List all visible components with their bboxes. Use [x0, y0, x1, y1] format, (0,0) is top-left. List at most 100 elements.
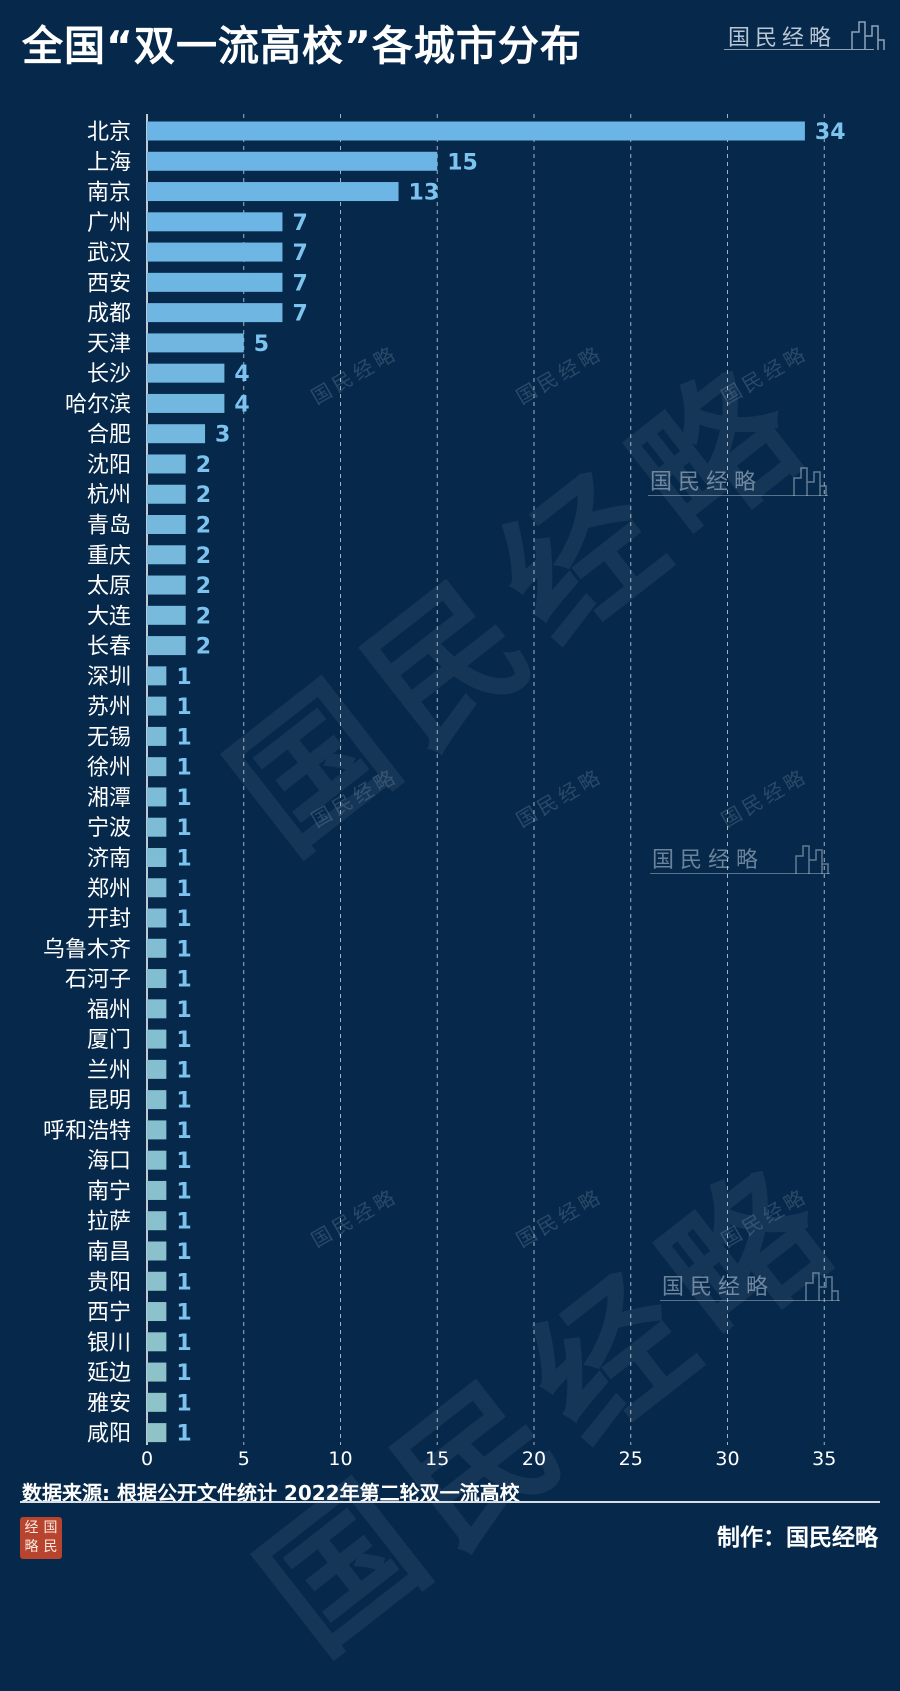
bar: [147, 242, 283, 262]
bar: [147, 817, 167, 837]
bar: [147, 1120, 167, 1140]
bar: [147, 575, 186, 595]
category-label: 海口: [87, 1149, 131, 1174]
bar: [147, 605, 186, 625]
brand-logo: 国民经略: [724, 16, 894, 56]
x-tick-label: 0: [141, 1448, 153, 1470]
bar: [147, 303, 283, 323]
bar: [147, 212, 283, 232]
data-label: 1: [176, 725, 191, 750]
bar: [147, 1150, 167, 1170]
category-label: 无锡: [87, 725, 131, 750]
skyline-icon: [795, 845, 829, 874]
data-label: 4: [234, 362, 249, 387]
data-label: 1: [176, 1240, 191, 1265]
bar: [147, 1423, 167, 1443]
category-label: 上海: [87, 150, 131, 175]
category-label: 贵阳: [87, 1270, 131, 1295]
data-label: 1: [176, 695, 191, 720]
data-label: 1: [176, 846, 191, 871]
data-label: 1: [176, 998, 191, 1023]
bar: [147, 908, 167, 928]
category-label: 西安: [87, 271, 131, 296]
x-tick-label: 35: [812, 1448, 836, 1470]
bar: [147, 515, 186, 535]
category-label: 苏州: [87, 695, 131, 720]
category-label: 雅安: [87, 1391, 131, 1416]
category-label: 沈阳: [87, 453, 131, 478]
data-label: 2: [196, 574, 211, 599]
bar: [147, 636, 186, 656]
category-label: 呼和浩特: [43, 1119, 131, 1144]
bar: [147, 272, 283, 292]
bar: [147, 1090, 167, 1110]
data-label: 1: [176, 1058, 191, 1083]
category-label: 武汉: [87, 241, 131, 266]
category-label: 郑州: [87, 877, 131, 902]
watermark-logo: 国民经略: [660, 1265, 850, 1305]
data-label: 1: [176, 816, 191, 841]
data-label: 1: [176, 968, 191, 993]
bar: [147, 454, 186, 474]
category-label: 合肥: [87, 423, 131, 448]
data-label: 1: [176, 1119, 191, 1144]
bar: [147, 182, 399, 202]
category-label: 南昌: [87, 1240, 131, 1265]
bar: [147, 757, 167, 777]
bar: [147, 424, 206, 444]
bar: [147, 938, 167, 958]
bar: [147, 151, 438, 171]
data-label: 2: [196, 514, 211, 539]
data-label: 1: [176, 1270, 191, 1295]
data-label: 1: [176, 1028, 191, 1053]
data-label: 1: [176, 756, 191, 781]
category-label: 重庆: [87, 544, 131, 569]
bar: [147, 1271, 167, 1291]
skyline-icon: [805, 1272, 839, 1301]
data-label: 15: [447, 150, 478, 175]
category-label: 杭州: [87, 483, 131, 508]
x-tick-label: 5: [238, 1448, 250, 1470]
bar: [147, 333, 244, 353]
category-label: 成都: [87, 302, 131, 327]
category-label: 青岛: [87, 514, 131, 539]
category-label: 乌鲁木齐: [43, 937, 131, 962]
category-label: 哈尔滨: [65, 392, 131, 417]
bar: [147, 666, 167, 686]
data-label: 1: [176, 1149, 191, 1174]
bar: [147, 696, 167, 716]
data-label: 7: [292, 302, 307, 327]
data-label: 2: [196, 635, 211, 660]
bar: [147, 969, 167, 989]
data-label: 3: [215, 423, 230, 448]
bar: [147, 999, 167, 1019]
bar: [147, 545, 186, 565]
data-label: 1: [176, 1210, 191, 1235]
category-label: 开封: [87, 907, 131, 932]
category-label: 长沙: [87, 362, 131, 387]
bar: [147, 363, 225, 383]
category-label: 深圳: [87, 665, 131, 690]
category-label: 西宁: [87, 1301, 131, 1326]
data-label: 1: [176, 937, 191, 962]
category-label: 天津: [87, 332, 131, 357]
data-label: 1: [176, 907, 191, 932]
data-label: 2: [196, 483, 211, 508]
data-label: 1: [176, 1301, 191, 1326]
data-label: 1: [176, 1179, 191, 1204]
brand-logo-text: 国民经略: [728, 26, 837, 51]
data-label: 7: [292, 211, 307, 236]
data-label: 34: [815, 120, 846, 145]
data-label: 1: [176, 1391, 191, 1416]
category-label: 厦门: [87, 1028, 131, 1053]
category-label: 长春: [87, 635, 131, 660]
skyline-icon: [793, 467, 827, 496]
data-label: 1: [176, 1422, 191, 1447]
bar: [147, 1302, 167, 1322]
bar: [147, 1332, 167, 1352]
divider: [20, 1501, 880, 1503]
category-label: 北京: [87, 120, 131, 145]
bar: [147, 1241, 167, 1261]
bar: [147, 393, 225, 413]
skyline-icon: [851, 21, 885, 50]
